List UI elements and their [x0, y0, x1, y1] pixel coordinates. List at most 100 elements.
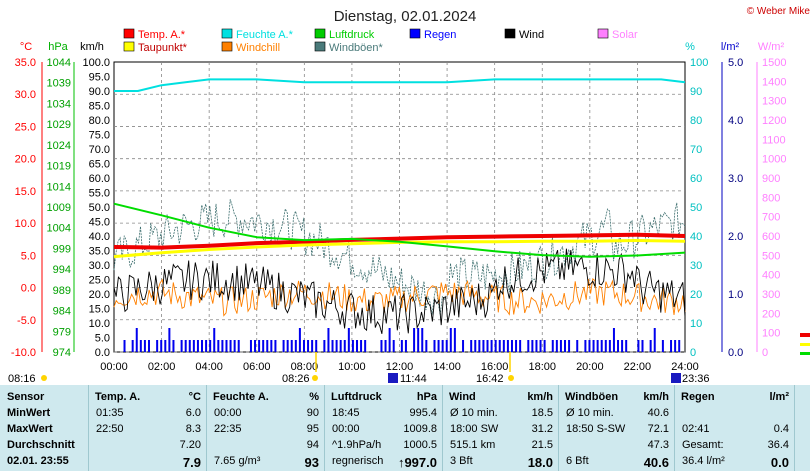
rain-bar: [258, 340, 261, 352]
cell-value: 31.2: [531, 423, 553, 435]
celsius-tick: -10.0: [11, 347, 36, 359]
solar-tick: 200: [762, 308, 780, 320]
rain-bar: [237, 340, 240, 352]
stats-table: Sensor Temp. A. °C Feuchte A.% Luftdruck hPa W…: [0, 385, 810, 471]
rain-bar: [653, 328, 656, 352]
rain-bar: [478, 340, 481, 352]
solar-tick: 300: [762, 289, 780, 301]
rain-bar: [298, 328, 301, 352]
cell-note: Gesamt:: [682, 439, 724, 451]
column-unit: °C: [188, 391, 201, 403]
cell-note: 515.1 km: [450, 439, 496, 451]
rain-bar: [180, 340, 183, 352]
kmh-tick: 95.0: [89, 72, 110, 84]
moon-icon: [388, 373, 398, 383]
x-tick-label: 06:00: [243, 361, 271, 373]
percent-tick: 0: [690, 347, 696, 359]
legend-label: Taupunkt*: [138, 42, 188, 54]
legend-label: Wind: [519, 29, 544, 41]
legend-swatch: [123, 41, 135, 52]
series-windchill: [113, 277, 686, 317]
kmh-tick: 50.0: [89, 202, 110, 214]
cell-value: 0.4: [773, 423, 789, 435]
cell-value: 94: [306, 439, 319, 451]
cell-value: 8.3: [185, 423, 201, 435]
hpa-tick: 1029: [47, 119, 71, 131]
cell-note: regnerisch: [332, 455, 384, 467]
kmh-tick: 85.0: [89, 101, 110, 113]
cell-note: 3 Bft: [450, 455, 473, 467]
cell-value: 1009.8: [403, 423, 437, 435]
rain-bar: [307, 340, 310, 352]
cell-note: ^1.9hPa/h: [332, 439, 382, 451]
rain-bar: [221, 340, 224, 352]
legend-swatch: [221, 28, 233, 39]
rain-bar: [262, 340, 265, 352]
kmh-tick: 10.0: [89, 318, 110, 330]
rain-bar: [555, 340, 558, 352]
x-tick-label: 02:00: [148, 361, 176, 373]
hpa-tick: 1039: [47, 78, 71, 90]
rain-bar: [425, 340, 428, 352]
rain-bar: [519, 340, 522, 352]
hpa-tick: 994: [53, 264, 71, 276]
column-header: Luftdruck: [331, 391, 382, 403]
rain-bar: [600, 340, 603, 352]
rain-tick: 5.0: [728, 57, 743, 69]
rain-bar: [282, 340, 285, 352]
rain-bar: [347, 328, 350, 352]
celsius-tick: 20.0: [15, 154, 36, 166]
rain-bar: [417, 328, 420, 352]
rain-bar: [392, 340, 395, 352]
solar-tick: 900: [762, 173, 780, 185]
x-tick-label: 22:00: [624, 361, 652, 373]
solar-tick: 500: [762, 250, 780, 262]
legend-swatch: [123, 28, 135, 39]
kmh-tick: 15.0: [89, 304, 110, 316]
rain-bar: [539, 340, 542, 352]
cell-note: 18:00 SW: [450, 423, 499, 435]
cell-value: 1000.5: [403, 439, 437, 451]
rain-bar: [164, 340, 167, 352]
x-tick-label: 20:00: [576, 361, 604, 373]
cell-note: 01:35: [96, 407, 124, 419]
rain-bar: [674, 340, 677, 352]
cell-note: 00:00: [214, 407, 242, 419]
kmh-tick: 55.0: [89, 188, 110, 200]
hpa-tick: 989: [53, 285, 71, 297]
hpa-tick: 1019: [47, 161, 71, 173]
cell-note: Ø 10 min.: [566, 407, 614, 419]
rain-bar: [462, 340, 465, 352]
cell-note: 18:50 S-SW: [566, 423, 626, 435]
table-column: [442, 385, 559, 471]
percent-tick: 30: [690, 260, 702, 272]
rain-bar: [621, 340, 624, 352]
rain-bar: [584, 340, 587, 352]
column-unit: hPa: [416, 391, 437, 403]
hpa-tick: 974: [53, 347, 71, 359]
rain-bar: [315, 340, 318, 352]
rain-bar: [474, 340, 477, 352]
kmh-tick: 100.0: [82, 57, 110, 69]
x-tick-label: 04:00: [195, 361, 223, 373]
cell-value: 7.9: [182, 455, 201, 470]
rain-bar: [286, 340, 289, 352]
cell-value: 995.4: [409, 407, 437, 419]
rain-bar: [445, 340, 448, 352]
kmh-tick: 5.0: [95, 333, 110, 345]
hpa-tick: 984: [53, 306, 71, 318]
kmh-axis-label: km/h: [80, 41, 104, 53]
rain-bar: [249, 340, 252, 352]
series-wind: [113, 248, 686, 335]
cell-value: 47.3: [647, 439, 669, 451]
legend-swatch: [314, 28, 326, 39]
hpa-tick: 979: [53, 326, 71, 338]
table-column: [206, 385, 325, 471]
rain-bar: [421, 328, 424, 352]
cell-value: 7.20: [179, 439, 201, 451]
legend-swatch: [504, 28, 516, 39]
row-label: MaxWert: [7, 423, 53, 435]
solar-tick: 1200: [762, 115, 786, 127]
rain-bar: [266, 340, 269, 352]
sun-icon: [41, 375, 47, 381]
